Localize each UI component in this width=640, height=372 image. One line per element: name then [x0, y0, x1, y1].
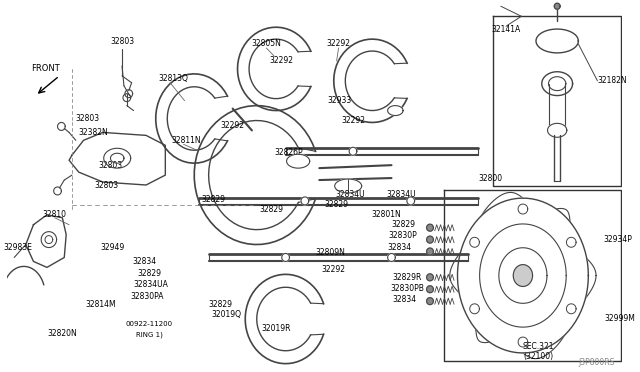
Text: 32811N: 32811N: [172, 136, 202, 145]
Text: 32834: 32834: [387, 243, 412, 252]
Text: (32100): (32100): [524, 352, 554, 361]
Text: 32382N: 32382N: [78, 128, 108, 137]
Polygon shape: [104, 148, 131, 168]
Text: 32292: 32292: [326, 39, 351, 48]
Polygon shape: [41, 232, 56, 247]
Text: 32805N: 32805N: [252, 39, 282, 48]
Polygon shape: [499, 248, 547, 303]
Text: 32019Q: 32019Q: [211, 310, 241, 318]
Polygon shape: [427, 274, 433, 281]
Text: 32830P: 32830P: [388, 231, 417, 240]
Text: 32834: 32834: [393, 295, 417, 304]
Polygon shape: [388, 106, 403, 116]
Text: 32800: 32800: [479, 174, 502, 183]
Text: SEC.321: SEC.321: [523, 342, 554, 351]
Polygon shape: [470, 237, 479, 247]
Polygon shape: [470, 304, 479, 314]
Text: J3P800RS: J3P800RS: [579, 357, 615, 367]
Text: 32803: 32803: [110, 36, 134, 46]
Text: 32814M: 32814M: [86, 299, 116, 309]
Text: 32829: 32829: [324, 201, 349, 209]
Text: 32820N: 32820N: [47, 329, 77, 339]
Text: 32803: 32803: [99, 161, 122, 170]
Text: 32829: 32829: [208, 299, 232, 309]
Text: 32983E: 32983E: [4, 243, 33, 252]
Text: 00922-11200: 00922-11200: [125, 321, 173, 327]
Text: 32830PB: 32830PB: [390, 284, 424, 293]
Polygon shape: [427, 298, 433, 305]
Text: 32826P: 32826P: [274, 148, 303, 157]
Polygon shape: [427, 236, 433, 243]
Polygon shape: [513, 264, 532, 286]
Polygon shape: [542, 72, 573, 96]
Polygon shape: [69, 132, 165, 185]
Text: 32829: 32829: [259, 205, 283, 214]
Polygon shape: [566, 304, 576, 314]
Polygon shape: [518, 337, 528, 347]
Text: 32813Q: 32813Q: [158, 74, 188, 83]
Text: 32949: 32949: [100, 243, 125, 252]
Text: 32019R: 32019R: [261, 324, 291, 333]
Polygon shape: [301, 197, 308, 205]
Polygon shape: [518, 204, 528, 214]
Polygon shape: [282, 253, 289, 262]
Polygon shape: [26, 215, 66, 267]
Polygon shape: [554, 3, 560, 9]
Polygon shape: [548, 124, 567, 137]
Text: RING 1): RING 1): [136, 331, 163, 338]
Text: 32834: 32834: [132, 257, 156, 266]
Text: 32292: 32292: [341, 116, 365, 125]
Polygon shape: [388, 253, 396, 262]
Polygon shape: [335, 179, 362, 193]
Polygon shape: [287, 154, 310, 168]
Text: 32810: 32810: [43, 210, 67, 219]
Text: 32182N: 32182N: [597, 76, 627, 85]
Text: 32829: 32829: [137, 269, 161, 278]
Polygon shape: [536, 29, 579, 53]
Text: 32834U: 32834U: [335, 190, 365, 199]
Polygon shape: [458, 198, 588, 353]
Text: 32801N: 32801N: [372, 210, 401, 219]
Text: 32834UA: 32834UA: [134, 280, 168, 289]
Text: 32829: 32829: [202, 195, 225, 204]
Text: 32829: 32829: [391, 220, 415, 229]
Text: 32934P: 32934P: [604, 235, 632, 244]
Text: 32834U: 32834U: [387, 190, 416, 199]
Text: 32803: 32803: [95, 180, 118, 189]
Text: 32292: 32292: [269, 57, 293, 65]
Text: 32830PA: 32830PA: [131, 292, 164, 301]
Polygon shape: [407, 197, 415, 205]
Text: 32803: 32803: [76, 114, 99, 123]
Text: 32292: 32292: [322, 265, 346, 274]
Text: FRONT: FRONT: [31, 64, 60, 73]
Polygon shape: [566, 237, 576, 247]
Text: 32999M: 32999M: [604, 314, 635, 324]
Text: 32809N: 32809N: [315, 248, 345, 257]
Polygon shape: [427, 286, 433, 293]
Polygon shape: [427, 224, 433, 231]
Text: 32829R: 32829R: [392, 273, 422, 282]
Polygon shape: [427, 248, 433, 255]
Polygon shape: [349, 147, 357, 155]
Text: 32933: 32933: [328, 96, 351, 105]
Text: 32141A: 32141A: [492, 25, 520, 34]
Text: 32292: 32292: [221, 121, 244, 130]
